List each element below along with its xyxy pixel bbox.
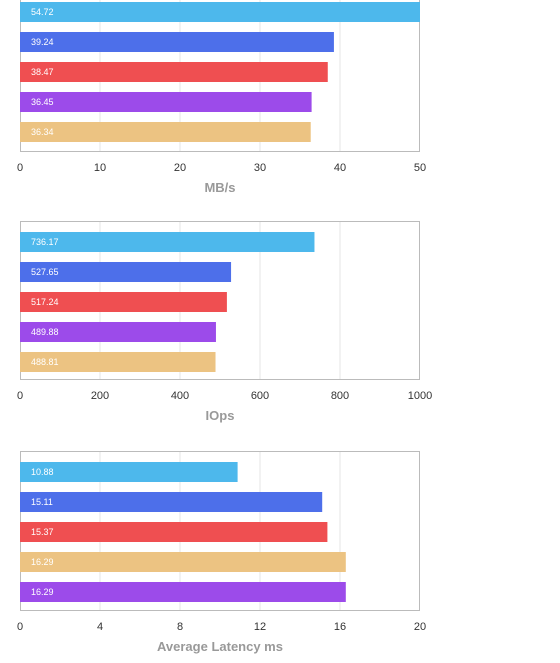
x-tick-label: 10 (94, 162, 106, 174)
bar-value-label: 488.81 (31, 357, 59, 367)
x-tick-label: 20 (414, 621, 426, 633)
bar (20, 352, 216, 372)
x-tick-label: 0 (17, 390, 23, 402)
bar-value-label: 39.24 (31, 37, 54, 47)
x-axis-title: IOps (206, 408, 235, 423)
bar-value-label: 736.17 (31, 237, 59, 247)
bar-value-label: 527.65 (31, 267, 59, 277)
bar-value-label: 517.24 (31, 297, 59, 307)
x-tick-label: 12 (254, 621, 266, 633)
x-axis-title: MB/s (204, 180, 235, 195)
bar-value-label: 16.29 (31, 557, 54, 567)
x-tick-label: 1000 (408, 390, 432, 402)
bar-value-label: 38.47 (31, 67, 54, 77)
bar (20, 322, 216, 342)
x-tick-label: 16 (334, 621, 346, 633)
x-tick-label: 30 (254, 162, 266, 174)
x-tick-label: 8 (177, 621, 183, 633)
bar-value-label: 16.29 (31, 587, 54, 597)
bar-value-label: 10.88 (31, 467, 54, 477)
bar (20, 582, 346, 602)
bar (20, 122, 311, 142)
bar-value-label: 15.37 (31, 527, 54, 537)
x-tick-label: 40 (334, 162, 346, 174)
x-tick-label: 800 (331, 390, 349, 402)
bar (20, 232, 315, 252)
throughput-chart: 54.72 39.24 38.47 36.45 36.34 0 10 20 30 40 50 MB/s (17, 0, 426, 195)
bar (20, 92, 312, 112)
bar (20, 32, 334, 52)
bar (20, 522, 328, 542)
bar (20, 552, 346, 572)
x-tick-label: 20 (174, 162, 186, 174)
latency-chart: 10.88 15.11 15.37 16.29 16.29 0 4 8 12 16 20 Averag… (17, 451, 426, 654)
bar-value-label: 36.45 (31, 97, 54, 107)
x-tick-label: 600 (251, 390, 269, 402)
bar (20, 62, 328, 82)
bar-value-label: 54.72 (31, 7, 54, 17)
bar-value-label: 15.11 (31, 497, 53, 507)
bar (20, 462, 238, 482)
x-tick-label: 0 (17, 621, 23, 633)
x-axis-title: Average Latency ms (157, 639, 283, 654)
bar-value-label: 489.88 (31, 327, 59, 337)
bar-value-label: 36.34 (31, 127, 54, 137)
x-tick-label: 4 (97, 621, 103, 633)
x-tick-label: 50 (414, 162, 426, 174)
x-tick-label: 0 (17, 162, 23, 174)
bar (20, 262, 232, 282)
x-tick-label: 400 (171, 390, 189, 402)
iops-chart: 736.17 527.65 517.24 489.88 488.81 0 200 400 600… (17, 221, 432, 423)
bar (20, 2, 420, 22)
bar (20, 292, 227, 312)
bar (20, 492, 323, 512)
x-tick-label: 200 (91, 390, 109, 402)
